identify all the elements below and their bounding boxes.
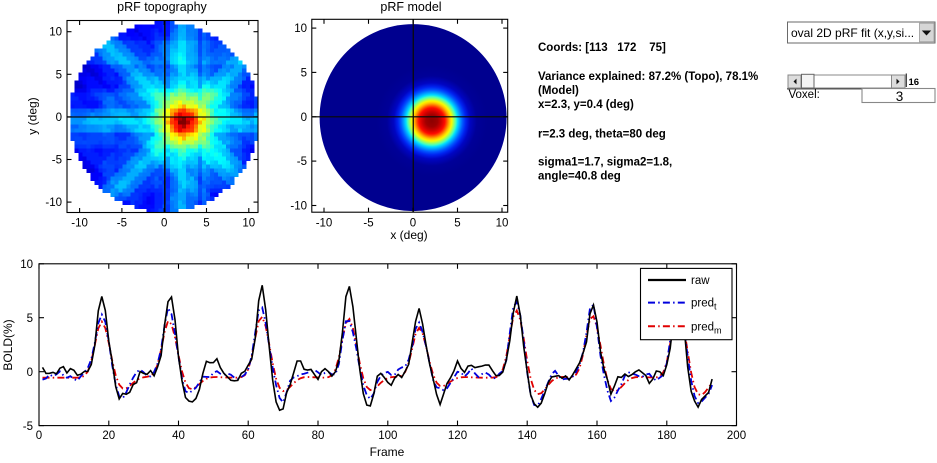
svg-text:pRF topography: pRF topography <box>117 0 207 14</box>
svg-text:5: 5 <box>56 69 62 81</box>
svg-text:80: 80 <box>312 430 325 442</box>
svg-text:r=2.3 deg, theta=80 deg: r=2.3 deg, theta=80 deg <box>538 129 666 141</box>
svg-text:-5: -5 <box>52 155 62 167</box>
svg-text:angle=40.8 deg: angle=40.8 deg <box>538 171 621 183</box>
svg-text:180: 180 <box>657 430 676 442</box>
svg-text:5: 5 <box>454 218 460 230</box>
svg-text:sigma1=1.7, sigma2=1.8,: sigma1=1.7, sigma2=1.8, <box>538 156 672 168</box>
svg-text:20: 20 <box>102 430 115 442</box>
svg-text:predm: predm <box>691 321 722 335</box>
svg-text:3: 3 <box>896 89 904 104</box>
svg-text:-5: -5 <box>363 218 373 230</box>
svg-text:10: 10 <box>242 218 255 230</box>
svg-text:5: 5 <box>203 218 209 230</box>
svg-text:200: 200 <box>727 430 746 442</box>
svg-text:10: 10 <box>294 23 307 35</box>
svg-text:x=2.3, y=0.4 (deg): x=2.3, y=0.4 (deg) <box>538 99 634 111</box>
svg-text:Voxel:: Voxel: <box>789 89 820 101</box>
svg-text:predt: predt <box>691 298 717 312</box>
svg-text:0: 0 <box>56 112 62 124</box>
svg-text:100: 100 <box>378 430 397 442</box>
svg-text:0: 0 <box>161 218 167 230</box>
svg-text:(Model): (Model) <box>538 85 579 97</box>
svg-text:0: 0 <box>36 430 42 442</box>
svg-text:-10: -10 <box>316 218 333 230</box>
svg-text:0: 0 <box>301 112 307 124</box>
svg-text:x (deg): x (deg) <box>390 228 427 242</box>
svg-text:0: 0 <box>27 367 33 379</box>
svg-text:10: 10 <box>20 259 33 271</box>
svg-text:BOLD(%): BOLD(%) <box>1 319 15 370</box>
svg-text:5: 5 <box>301 67 307 79</box>
svg-text:5: 5 <box>27 313 33 325</box>
svg-text:-5: -5 <box>23 421 33 433</box>
svg-text:16: 16 <box>909 77 920 88</box>
svg-text:10: 10 <box>49 27 62 39</box>
svg-text:y (deg): y (deg) <box>26 97 40 134</box>
svg-text:-5: -5 <box>297 156 307 168</box>
svg-text:140: 140 <box>518 430 537 442</box>
svg-text:60: 60 <box>242 430 255 442</box>
svg-text:Coords: [113 172 75]: Coords: [113 172 75] <box>538 42 666 54</box>
svg-text:-10: -10 <box>45 197 62 209</box>
svg-text:oval 2D pRF fit (x,y,si...: oval 2D pRF fit (x,y,si... <box>791 26 914 40</box>
svg-text:10: 10 <box>496 218 509 230</box>
svg-text:Frame: Frame <box>370 445 405 459</box>
svg-text:Variance explained: 87.2% (Top: Variance explained: 87.2% (Topo), 78.1% <box>538 71 758 83</box>
svg-text:160: 160 <box>587 430 606 442</box>
svg-text:-10: -10 <box>71 218 88 230</box>
svg-text:120: 120 <box>448 430 467 442</box>
svg-text:40: 40 <box>172 430 185 442</box>
svg-text:0: 0 <box>410 218 416 230</box>
svg-text:raw: raw <box>691 275 710 287</box>
svg-text:pRF model: pRF model <box>380 0 441 14</box>
svg-text:-10: -10 <box>290 201 307 213</box>
svg-text:-5: -5 <box>117 218 127 230</box>
